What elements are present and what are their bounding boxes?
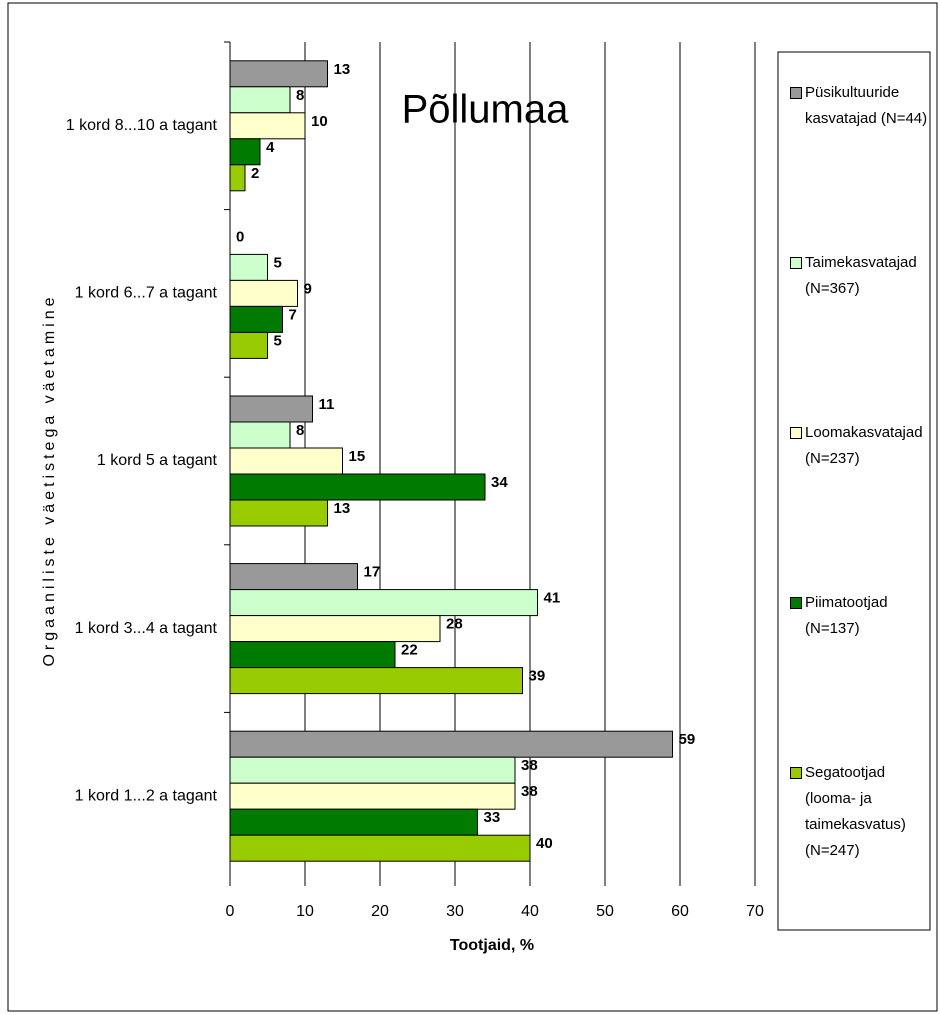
y-tick-label: 1 kord 5 a tagant <box>97 452 218 469</box>
value-label: 28 <box>446 616 463 633</box>
x-tick-label: 40 <box>521 903 539 920</box>
value-label: 22 <box>401 642 418 659</box>
legend-swatch <box>790 767 802 779</box>
value-label: 17 <box>364 564 381 581</box>
bar <box>229 331 268 359</box>
legend-box <box>777 51 931 931</box>
chart-title: Põllumaa <box>402 88 570 132</box>
value-label: 59 <box>679 731 696 748</box>
value-label: 10 <box>311 113 328 130</box>
value-label: 8 <box>296 422 304 439</box>
legend-label: Taimekasvatajad (N=367) <box>805 254 917 297</box>
bar <box>229 615 441 643</box>
bar <box>229 782 516 810</box>
bar <box>229 834 531 862</box>
legend-swatch <box>790 87 802 99</box>
x-tick-label: 20 <box>371 903 389 920</box>
bar <box>229 138 261 166</box>
x-tick-label: 60 <box>671 903 689 920</box>
value-label: 15 <box>349 448 366 465</box>
bar <box>229 164 246 192</box>
legend-label: Loomakasvatajad (N=237) <box>805 424 923 467</box>
value-label: 4 <box>266 139 275 156</box>
bar <box>229 112 306 140</box>
bar <box>229 60 328 88</box>
x-tick-label: 0 <box>226 903 235 920</box>
value-label: 34 <box>491 474 508 491</box>
legend-entry: Taimekasvatajad (N=367) <box>790 250 930 302</box>
value-label: 0 <box>236 228 244 245</box>
value-label: 13 <box>334 500 351 517</box>
legend-entry: Püsikultuuride kasvatajad (N=44) <box>790 80 930 132</box>
x-axis-title: Tootjaid, % <box>450 937 534 954</box>
bar <box>229 279 298 307</box>
value-label: 7 <box>289 306 297 323</box>
value-label: 33 <box>484 809 501 826</box>
bar <box>229 253 268 281</box>
bar <box>229 86 291 114</box>
bar <box>229 447 343 475</box>
bar <box>229 667 523 695</box>
legend-entry: Loomakasvatajad (N=237) <box>790 420 930 472</box>
frame <box>7 2 938 1012</box>
legend-entry: Piimatootjad (N=137) <box>790 590 930 642</box>
x-tick-label: 70 <box>746 903 764 920</box>
legend-label: Piimatootjad (N=137) <box>805 594 888 637</box>
legend-label: Püsikultuuride kasvatajad (N=44) <box>805 84 928 127</box>
value-label: 41 <box>544 590 561 607</box>
bar <box>229 395 313 423</box>
x-tick-label: 10 <box>296 903 314 920</box>
legend-swatch <box>790 427 802 439</box>
value-label: 5 <box>274 254 282 271</box>
legend-swatch <box>790 257 802 269</box>
y-tick-label: 1 kord 6...7 a tagant <box>75 285 218 302</box>
bar <box>229 641 396 669</box>
bar <box>229 305 283 333</box>
bar <box>229 808 478 836</box>
bar <box>229 421 291 449</box>
y-tick-label: 1 kord 8...10 a tagant <box>66 117 218 134</box>
bar <box>229 473 486 501</box>
value-label: 5 <box>274 332 282 349</box>
legend-entry: Segatootjad (looma- ja taimekasvatus) (N… <box>790 760 930 864</box>
bar <box>229 730 673 758</box>
x-tick-label: 50 <box>596 903 614 920</box>
y-tick-label: 1 kord 1...2 a tagant <box>75 787 218 804</box>
bar <box>229 499 328 527</box>
value-label: 38 <box>521 757 538 774</box>
bar <box>229 756 516 784</box>
value-label: 38 <box>521 783 538 800</box>
bar <box>229 589 538 617</box>
value-label: 13 <box>334 61 351 78</box>
y-axis-title: Orgaaniliste väetistega väetamine <box>41 293 58 666</box>
value-label: 8 <box>296 87 304 104</box>
y-tick-label: 1 kord 3...4 a tagant <box>75 620 218 637</box>
value-label: 9 <box>304 280 312 297</box>
bar <box>229 563 358 591</box>
legend-swatch <box>790 597 802 609</box>
legend-label: Segatootjad (looma- ja taimekasvatus) (N… <box>805 764 906 859</box>
value-label: 2 <box>251 165 259 182</box>
value-label: 39 <box>529 668 546 685</box>
x-tick-label: 30 <box>446 903 464 920</box>
value-label: 11 <box>319 396 335 413</box>
value-label: 40 <box>536 835 553 852</box>
